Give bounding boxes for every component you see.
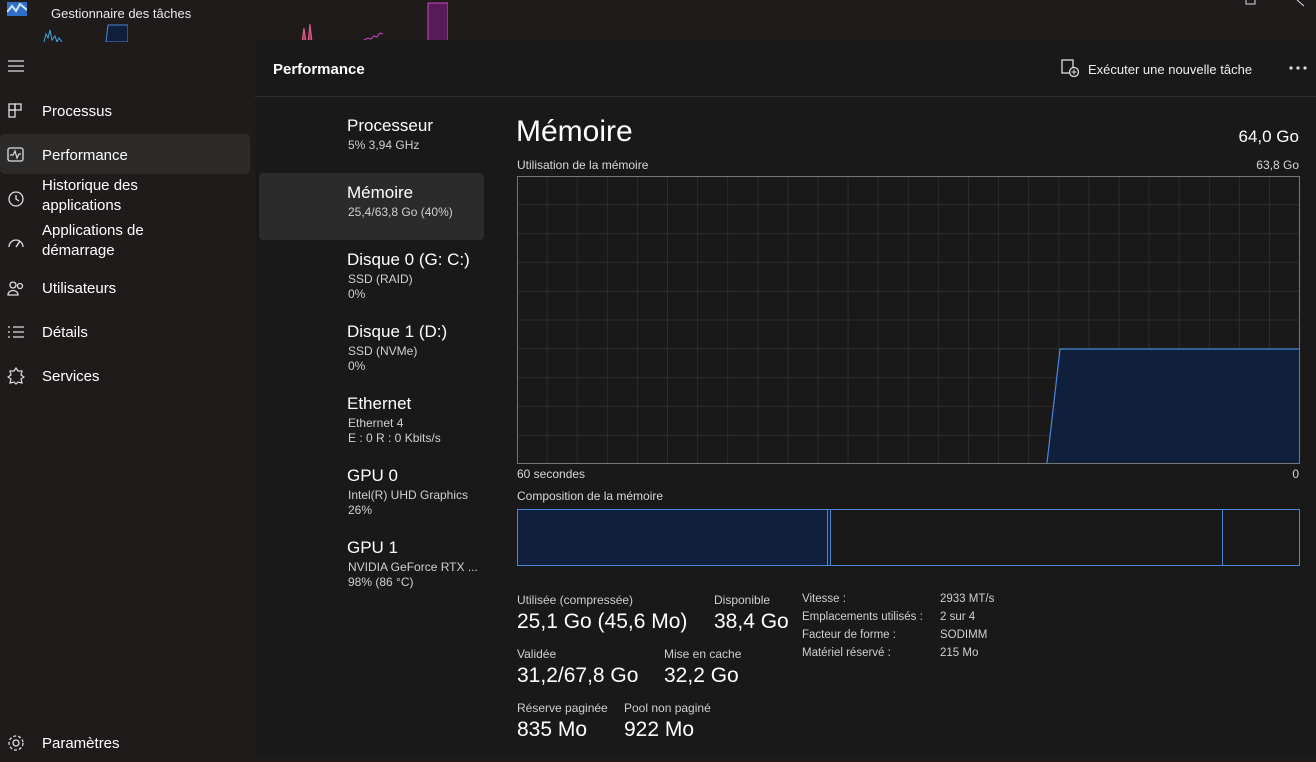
page-title: Performance	[273, 61, 365, 78]
stat-value: 38,4 Go	[714, 610, 789, 633]
stat-value: 922 Mo	[624, 718, 695, 741]
graph-max: 63,8 Go	[1256, 158, 1299, 172]
stat-value: 32,2 Go	[664, 664, 739, 687]
nav-item[interactable]: Historique des applications	[0, 177, 250, 218]
stat-label: Réserve paginée	[517, 701, 608, 715]
nav-icon	[8, 326, 24, 338]
stat-value: 25,1 Go (45,6 Mo)	[517, 610, 688, 633]
nav-icon	[7, 147, 24, 162]
nav-label: Services	[42, 368, 100, 385]
spec-label: Facteur de forme :	[802, 629, 896, 641]
new-task-icon	[1061, 59, 1079, 77]
detail-total: 64,0 Go	[1238, 127, 1300, 146]
device-detail: 0%	[348, 287, 366, 301]
stat-label: Disponible	[714, 593, 771, 607]
device-thumbnail	[427, 2, 449, 43]
spec-label: Vitesse :	[802, 593, 846, 605]
device-list: Processeur 5% 3,94 GHz Mémoire 25,4/63,8 Go…	[0, 0, 1316, 589]
stat-value: 31,2/67,8 Go	[517, 664, 639, 687]
graph-border	[517, 176, 1300, 464]
app-icon	[7, 2, 27, 16]
stat-label: Utilisée (compressée)	[517, 593, 634, 607]
spec-value: SODIMM	[940, 629, 988, 641]
device-thumbnail	[192, 0, 256, 42]
device-name[interactable]: Processeur	[347, 116, 433, 135]
nav-label: Utilisateurs	[42, 280, 117, 297]
device-detail: 98% (86 °C)	[348, 575, 414, 589]
device-thumbnail	[301, 23, 313, 43]
segment-standby	[830, 509, 1223, 566]
usage-graph	[517, 176, 1300, 464]
device-detail: Intel(R) UHD Graphics	[348, 488, 469, 502]
nav-icon	[8, 191, 24, 207]
stat-label: Pool non paginé	[624, 701, 711, 715]
device-detail: NVIDIA GeForce RTX ...	[348, 560, 478, 574]
device-thumbnail	[363, 32, 384, 41]
spec-value: 2 sur 4	[940, 611, 976, 623]
stat-label: Mise en cache	[664, 647, 742, 661]
spec-value: 2933 MT/s	[940, 593, 995, 605]
settings-icon	[8, 735, 24, 751]
nav-item[interactable]: Processus	[0, 90, 250, 130]
detail-title: Mémoire	[516, 115, 633, 148]
nav-icon	[7, 367, 25, 385]
nav-label: Processus	[42, 103, 113, 120]
nav-label: Historique des applications	[42, 177, 138, 214]
nav-icon	[7, 281, 24, 296]
device-detail: 0%	[348, 359, 366, 373]
device-name[interactable]: GPU 0	[347, 466, 399, 485]
nav-item[interactable]: Applications de démarrage	[0, 222, 250, 263]
nav-item[interactable]: Utilisateurs	[0, 267, 250, 307]
device-detail: 5% 3,94 GHz	[348, 138, 420, 152]
stat-value: 835 Mo	[517, 718, 588, 741]
settings-label: Paramètres	[42, 735, 120, 752]
composition-label: Composition de la mémoire	[517, 489, 664, 503]
menu-button[interactable]	[7, 58, 25, 74]
graph-label: Utilisation de la mémoire	[517, 158, 649, 172]
nav-label: Détails	[42, 324, 88, 341]
nav-item[interactable]: Détails	[0, 311, 250, 351]
device-name[interactable]: GPU 1	[347, 538, 399, 557]
settings-item[interactable]: Paramètres	[0, 722, 250, 762]
nav-item[interactable]: Performance	[0, 134, 250, 174]
close-button[interactable]	[1296, 0, 1308, 8]
stat-label: Validée	[517, 647, 557, 661]
nav-icon	[8, 103, 22, 118]
time-right: 0	[1292, 467, 1299, 481]
device-detail: SSD (RAID)	[348, 272, 413, 286]
usage-line	[1046, 348, 1299, 464]
window-title: Gestionnaire des tâches	[51, 6, 192, 21]
nav-label: Applications de démarrage	[42, 222, 144, 259]
device-name[interactable]: Ethernet	[347, 394, 412, 413]
time-left: 60 secondes	[517, 467, 586, 481]
spec-value: 215 Mo	[940, 647, 979, 659]
maximize-button[interactable]	[1245, 0, 1257, 6]
spec-label: Emplacements utilisés :	[802, 611, 923, 623]
device-name[interactable]: Disque 1 (D:)	[347, 322, 448, 341]
device-detail: Ethernet 4	[348, 416, 404, 430]
device-detail: 25,4/63,8 Go (40%)	[348, 205, 453, 219]
nav-item[interactable]: Services	[0, 355, 250, 395]
more-button[interactable]	[1288, 65, 1308, 71]
spec-label: Matériel réservé :	[802, 647, 891, 659]
segment-free	[1222, 509, 1300, 566]
header-divider	[255, 96, 1316, 97]
device-name[interactable]: Disque 0 (G: C:)	[347, 250, 470, 269]
device-name[interactable]: Mémoire	[347, 183, 414, 202]
selected-device-bg	[259, 173, 484, 240]
nav-icon	[8, 239, 24, 248]
nav-label: Performance	[42, 147, 128, 164]
device-detail: SSD (NVMe)	[348, 344, 418, 358]
device-thumbnail	[43, 29, 63, 44]
device-detail: E : 0 R : 0 Kbits/s	[348, 431, 441, 445]
device-detail: 26%	[348, 503, 373, 517]
composition-bar	[517, 509, 1300, 566]
usage-area	[1047, 349, 1300, 463]
new-task-button[interactable]: Exécuter une nouvelle tâche	[1088, 62, 1253, 77]
segment-used	[517, 509, 828, 566]
